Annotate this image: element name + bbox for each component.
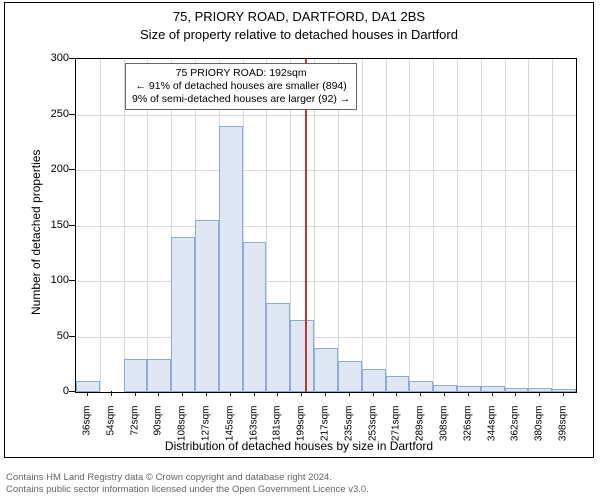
y-tick-mark [69,391,75,392]
footer-line2: Contains public sector information licen… [6,484,369,496]
gridline-v [457,59,458,392]
histogram-bar [195,220,219,392]
footer-line1: Contains HM Land Registry data © Crown c… [6,472,369,484]
gridline-v [552,59,553,392]
chart-frame: 75, PRIORY ROAD, DARTFORD, DA1 2BS Size … [4,2,594,458]
y-tick-label: 200 [9,163,69,175]
y-tick-label: 150 [9,219,69,231]
annotation-box: 75 PRIORY ROAD: 192sqm ← 91% of detached… [125,63,357,110]
y-tick-label: 50 [9,330,69,342]
gridline-v [100,59,101,392]
page-address: 75, PRIORY ROAD, DARTFORD, DA1 2BS [5,9,593,24]
histogram-bar [552,389,576,392]
y-tick-label: 250 [9,108,69,120]
y-tick-mark [69,225,75,226]
histogram-bar [124,359,148,392]
histogram-bar [505,388,529,392]
gridline-v [528,59,529,392]
annotation-line1: 75 PRIORY ROAD: 192sqm [132,67,350,80]
x-axis-label: Distribution of detached houses by size … [5,439,593,453]
gridline-h [76,115,576,116]
histogram-bar [457,386,481,392]
y-tick-mark [69,169,75,170]
histogram-bar [243,242,267,392]
y-tick-label: 0 [9,385,69,397]
y-tick-mark [69,58,75,59]
histogram-bar [481,386,505,392]
histogram-bar [76,381,100,392]
y-tick-mark [69,114,75,115]
y-tick-mark [69,336,75,337]
histogram-bar [147,359,171,392]
gridline-h [76,226,576,227]
chart-title: Size of property relative to detached ho… [5,27,593,42]
gridline-v [362,59,363,392]
gridline-v [433,59,434,392]
histogram-bar [290,320,314,392]
annotation-line2: ← 91% of detached houses are smaller (89… [132,80,350,93]
y-tick-label: 100 [9,274,69,286]
histogram-bar [314,348,338,392]
gridline-h [76,281,576,282]
gridline-h [76,170,576,171]
footer-attribution: Contains HM Land Registry data © Crown c… [6,472,369,496]
gridline-h [76,337,576,338]
gridline-v [386,59,387,392]
gridline-v [409,59,410,392]
y-tick-mark [69,280,75,281]
histogram-bar [362,369,386,392]
y-tick-label: 300 [9,52,69,64]
histogram-bar [219,126,243,392]
histogram-bar [338,361,362,392]
x-tick-mark [111,391,112,396]
histogram-bar [433,385,457,392]
annotation-line3: 9% of semi-detached houses are larger (9… [132,93,350,106]
histogram-bar [266,303,290,392]
histogram-bar [386,376,410,392]
histogram-bar [528,388,552,392]
gridline-v [481,59,482,392]
histogram-bar [409,381,433,392]
gridline-v [505,59,506,392]
histogram-bar [171,237,195,392]
